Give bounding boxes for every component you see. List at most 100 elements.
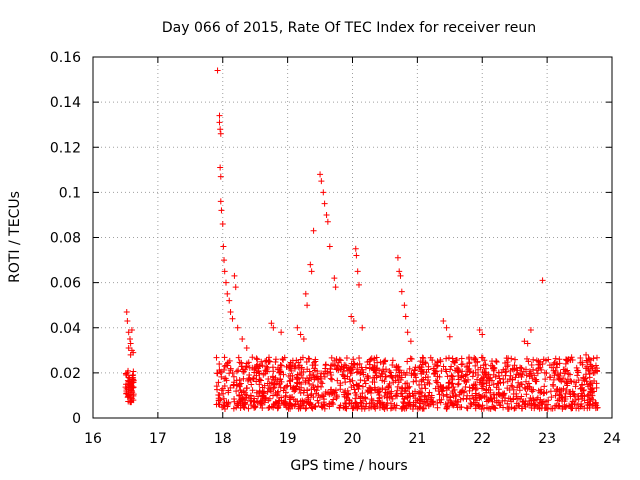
background-data-point xyxy=(469,373,476,380)
data-point xyxy=(126,336,133,343)
background-data-point xyxy=(535,361,542,368)
background-data-point xyxy=(411,372,418,379)
background-data-point xyxy=(298,381,305,388)
background-data-point xyxy=(381,393,388,400)
background-data-point xyxy=(476,391,483,398)
background-data-point xyxy=(506,376,513,383)
background-data-point xyxy=(368,355,375,362)
background-data-point xyxy=(333,356,340,363)
background-data-point xyxy=(531,372,538,379)
background-data-point xyxy=(253,378,260,385)
background-data-point xyxy=(350,403,357,410)
data-point xyxy=(407,338,414,345)
data-point xyxy=(320,189,327,196)
background-data-point xyxy=(128,399,135,406)
background-data-point xyxy=(371,387,378,394)
background-data-point xyxy=(407,355,414,362)
background-data-point xyxy=(402,388,409,395)
background-data-point xyxy=(357,395,364,402)
background-data-point xyxy=(329,399,336,406)
background-data-point xyxy=(440,363,447,370)
background-data-point xyxy=(559,398,566,405)
data-point xyxy=(221,268,228,275)
background-data-point xyxy=(500,404,507,411)
background-data-point xyxy=(542,357,549,364)
background-data-point xyxy=(493,357,500,364)
background-data-point xyxy=(473,385,480,392)
data-point xyxy=(124,317,131,324)
background-data-point xyxy=(395,363,402,370)
background-data-point xyxy=(257,401,264,408)
background-data-point xyxy=(578,400,585,407)
background-data-point xyxy=(419,359,426,366)
background-data-point xyxy=(368,404,375,411)
background-data-point xyxy=(352,399,359,406)
background-data-point xyxy=(416,397,423,404)
background-data-point xyxy=(489,398,496,405)
background-data-point xyxy=(375,386,382,393)
background-data-point xyxy=(270,404,277,411)
background-data-point xyxy=(346,400,353,407)
background-data-point xyxy=(281,398,288,405)
background-data-point xyxy=(437,383,444,390)
background-data-point xyxy=(329,390,336,397)
background-data-point xyxy=(130,379,137,386)
background-data-point xyxy=(359,390,366,397)
x-tick-label: 22 xyxy=(473,431,491,447)
x-axis-label: GPS time / hours xyxy=(290,458,407,474)
background-data-point xyxy=(268,403,275,410)
background-data-point xyxy=(316,394,323,401)
background-data-point xyxy=(523,391,530,398)
background-data-point xyxy=(294,375,301,382)
background-data-point xyxy=(214,370,221,377)
background-data-point xyxy=(364,373,371,380)
background-data-point xyxy=(387,405,394,412)
data-point xyxy=(352,245,359,252)
background-data-point xyxy=(379,385,386,392)
background-data-point xyxy=(429,357,436,364)
background-data-point xyxy=(593,354,600,361)
background-data-point xyxy=(273,391,280,398)
background-data-point xyxy=(524,401,531,408)
background-data-point xyxy=(508,355,515,362)
background-data-point xyxy=(547,374,554,381)
background-data-point xyxy=(550,383,557,390)
background-data-point xyxy=(519,381,526,388)
y-tick-label: 0.06 xyxy=(50,276,81,292)
background-data-point xyxy=(424,400,431,407)
background-data-point xyxy=(546,362,553,369)
background-data-point xyxy=(256,376,263,383)
background-data-point xyxy=(416,363,423,370)
background-data-point xyxy=(243,363,250,370)
x-tick-label: 23 xyxy=(538,431,556,447)
background-data-point xyxy=(494,380,501,387)
background-data-point xyxy=(256,370,263,377)
background-data-point xyxy=(483,398,490,405)
background-data-point xyxy=(317,373,324,380)
background-data-point xyxy=(548,394,555,401)
background-data-point xyxy=(293,374,300,381)
background-data-point xyxy=(302,377,309,384)
background-data-point xyxy=(350,356,357,363)
data-point xyxy=(524,340,531,347)
data-point xyxy=(401,302,408,309)
background-data-point xyxy=(534,370,541,377)
background-data-point xyxy=(525,358,532,365)
background-data-point xyxy=(357,377,364,384)
data-point xyxy=(304,302,311,309)
background-data-point xyxy=(518,393,525,400)
background-data-point xyxy=(374,403,381,410)
background-data-point xyxy=(245,394,252,401)
background-data-point xyxy=(330,396,337,403)
background-data-point xyxy=(407,393,414,400)
background-data-point xyxy=(442,401,449,408)
background-data-point xyxy=(490,381,497,388)
background-data-point xyxy=(588,395,595,402)
background-data-point xyxy=(283,383,290,390)
background-data-point xyxy=(294,374,301,381)
background-data-point xyxy=(307,392,314,399)
data-point xyxy=(324,218,331,225)
background-data-point xyxy=(415,389,422,396)
background-data-point xyxy=(235,367,242,374)
background-data-point xyxy=(543,398,550,405)
